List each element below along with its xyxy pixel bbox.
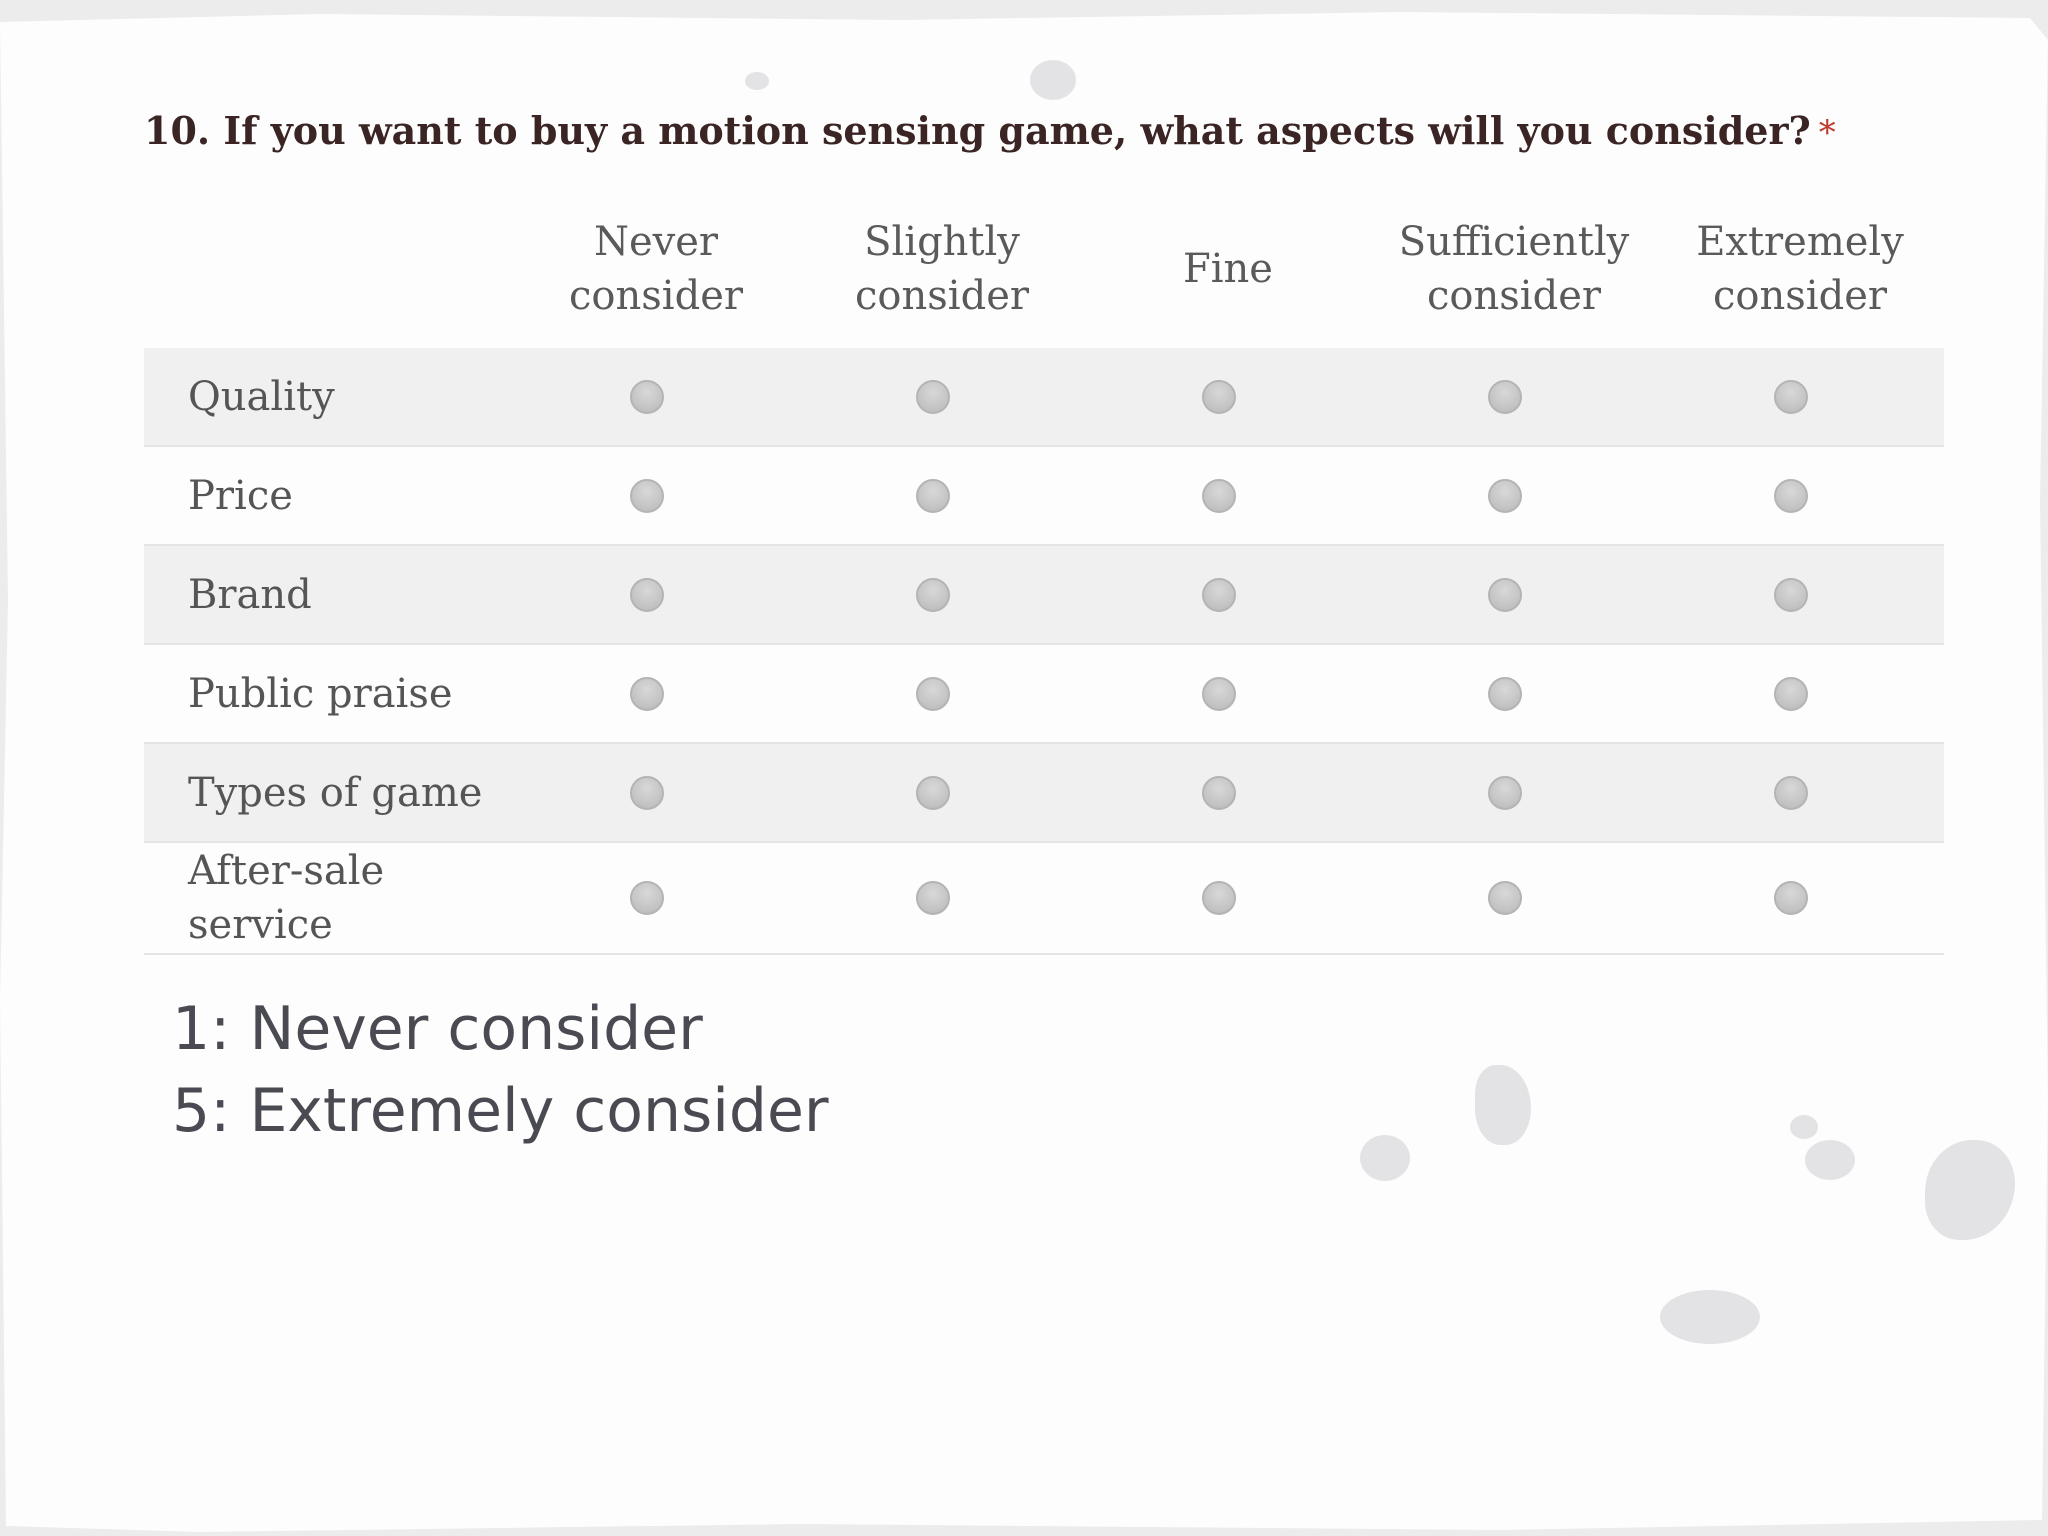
column-header-sufficiently: Sufficiently consider (1398, 219, 1630, 319)
decorative-splat (1475, 1065, 1531, 1145)
row-label: Quality (188, 373, 335, 420)
radio-price-2[interactable] (916, 478, 950, 513)
radio-public-praise-4[interactable] (1488, 676, 1522, 711)
decorative-splat (1790, 1115, 1818, 1139)
table-row-quality: Quality (144, 348, 1944, 447)
table-row-price: Price (144, 447, 1944, 546)
decorative-splat (1030, 60, 1076, 100)
radio-price-3[interactable] (1202, 478, 1236, 513)
question-title: 10. If you want to buy a motion sensing … (144, 108, 1836, 153)
legend-line-max: 5: Extremely consider (172, 1076, 829, 1146)
radio-brand-1[interactable] (630, 577, 664, 612)
row-label: Price (188, 472, 293, 519)
question-text: 10. If you want to buy a motion sensing … (144, 108, 1811, 153)
decorative-splat (1360, 1135, 1410, 1181)
radio-price-5[interactable] (1774, 478, 1808, 513)
column-header-extremely: Extremely consider (1696, 219, 1904, 319)
radio-brand-2[interactable] (916, 577, 950, 612)
radio-public-praise-1[interactable] (630, 676, 664, 711)
radio-price-4[interactable] (1488, 478, 1522, 513)
radio-types-of-game-2[interactable] (916, 775, 950, 810)
table-row-types-of-game: Types of game (144, 744, 1944, 843)
column-header-slightly: Slightly consider (855, 219, 1029, 319)
likert-grid: Never consider Slightly consider Fine Su… (144, 190, 1944, 955)
decorative-splat (745, 72, 769, 90)
legend-line-min: 1: Never consider (172, 994, 703, 1064)
radio-types-of-game-3[interactable] (1202, 775, 1236, 810)
radio-types-of-game-5[interactable] (1774, 775, 1808, 810)
radio-after-sale-service-2[interactable] (916, 881, 950, 915)
radio-quality-5[interactable] (1774, 379, 1808, 414)
radio-quality-2[interactable] (916, 379, 950, 414)
row-label: Public praise (188, 670, 453, 717)
radio-brand-5[interactable] (1774, 577, 1808, 612)
scale-legend: 1: Never consider 5: Extremely consider (172, 988, 829, 1152)
radio-quality-3[interactable] (1202, 379, 1236, 414)
radio-after-sale-service-3[interactable] (1202, 881, 1236, 915)
radio-public-praise-3[interactable] (1202, 676, 1236, 711)
radio-brand-3[interactable] (1202, 577, 1236, 612)
radio-after-sale-service-1[interactable] (630, 881, 664, 915)
radio-types-of-game-4[interactable] (1488, 775, 1522, 810)
radio-brand-4[interactable] (1488, 577, 1522, 612)
required-asterisk: * (1818, 113, 1836, 153)
radio-public-praise-2[interactable] (916, 676, 950, 711)
row-label: Brand (188, 571, 312, 618)
decorative-splat (1660, 1290, 1760, 1344)
row-label: Types of game (188, 769, 483, 816)
column-header-row: Never consider Slightly consider Fine Su… (144, 190, 1944, 348)
decorative-splat (1805, 1140, 1855, 1180)
radio-after-sale-service-4[interactable] (1488, 881, 1522, 915)
radio-quality-1[interactable] (630, 379, 664, 414)
table-row-after-sale-service: After-sale service (144, 843, 1944, 955)
radio-price-1[interactable] (630, 478, 664, 513)
radio-public-praise-5[interactable] (1774, 676, 1808, 711)
table-row-brand: Brand (144, 546, 1944, 645)
row-label: After-sale service (188, 848, 385, 948)
radio-after-sale-service-5[interactable] (1774, 881, 1808, 915)
table-row-public-praise: Public praise (144, 645, 1944, 744)
radio-types-of-game-1[interactable] (630, 775, 664, 810)
column-header-never: Never consider (569, 219, 743, 319)
radio-quality-4[interactable] (1488, 379, 1522, 414)
column-header-fine: Fine (1183, 246, 1273, 292)
